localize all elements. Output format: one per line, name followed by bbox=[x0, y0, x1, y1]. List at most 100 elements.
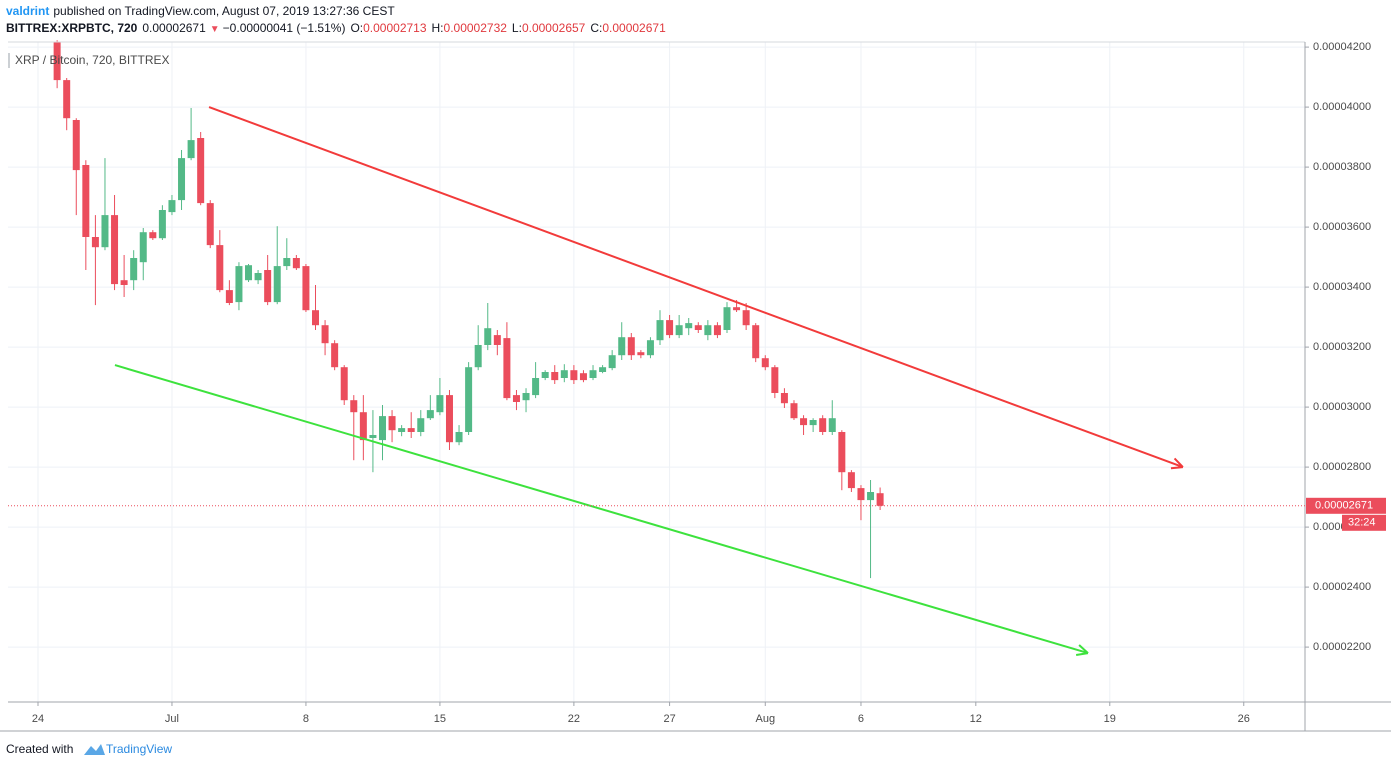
x-tick-label: 22 bbox=[568, 713, 580, 725]
candle-body bbox=[838, 432, 846, 473]
candle-body bbox=[733, 307, 741, 311]
change: −0.00000041 (−1.51%) bbox=[223, 21, 346, 35]
published-line: valdrint published on TradingView.com, Au… bbox=[6, 4, 395, 18]
candle-body bbox=[704, 325, 712, 336]
x-tick-label: 24 bbox=[32, 713, 44, 725]
candle-body bbox=[369, 435, 377, 438]
candle-body bbox=[666, 320, 674, 336]
x-tick-label: 8 bbox=[303, 713, 309, 725]
h-label: H: bbox=[432, 21, 444, 35]
candle-body bbox=[407, 428, 415, 432]
o-label: O: bbox=[350, 21, 363, 35]
x-tick-label: 12 bbox=[970, 713, 982, 725]
candle-body bbox=[723, 307, 731, 330]
candle-body bbox=[350, 400, 358, 413]
candle-body bbox=[417, 418, 425, 432]
candle-body bbox=[225, 290, 233, 303]
candle-body bbox=[867, 492, 875, 501]
candle-body bbox=[570, 370, 578, 381]
candle-body bbox=[474, 345, 482, 368]
x-tick-label: 26 bbox=[1238, 713, 1250, 725]
candle-body bbox=[685, 323, 693, 329]
candle-body bbox=[627, 337, 635, 356]
y-tick-label: 0.00002800 bbox=[1313, 461, 1371, 473]
author[interactable]: valdrint bbox=[6, 4, 49, 18]
candle-body bbox=[302, 266, 310, 311]
candle-body bbox=[742, 310, 750, 326]
candle-body bbox=[312, 310, 320, 326]
candle-body bbox=[445, 395, 453, 443]
footer-brand[interactable]: TradingView bbox=[106, 742, 172, 756]
x-tick-label: 6 bbox=[858, 713, 864, 725]
candle-body bbox=[321, 325, 329, 344]
candle-body bbox=[551, 372, 559, 381]
candle-body bbox=[790, 403, 798, 419]
countdown-tag bbox=[1342, 514, 1386, 531]
candle-body bbox=[847, 472, 855, 489]
h-value: 0.00002732 bbox=[444, 21, 508, 35]
candle-body bbox=[331, 343, 339, 368]
candle-body bbox=[283, 258, 291, 267]
candle-body bbox=[426, 410, 434, 419]
candle-body bbox=[378, 416, 386, 441]
candle-body bbox=[819, 418, 827, 432]
candle-body bbox=[541, 372, 549, 378]
arrow-head bbox=[1075, 652, 1089, 657]
y-tick-label: 0.00003800 bbox=[1313, 161, 1371, 173]
candle-body bbox=[713, 325, 721, 336]
candle-body bbox=[503, 338, 511, 399]
tradingview-logo bbox=[84, 744, 105, 755]
candle-body bbox=[675, 325, 683, 336]
y-tick-label: 0.00002400 bbox=[1313, 581, 1371, 593]
candle-body bbox=[53, 42, 61, 81]
l-value: 0.00002657 bbox=[522, 21, 586, 35]
candle-body bbox=[532, 378, 540, 396]
arrow-head bbox=[1170, 466, 1183, 470]
candle-body bbox=[178, 158, 186, 201]
countdown-label: 32:24 bbox=[1348, 517, 1376, 529]
candle-body bbox=[187, 140, 195, 159]
candle-body bbox=[579, 373, 587, 381]
candle-body bbox=[761, 358, 769, 368]
candle-body bbox=[340, 367, 348, 401]
candle-body bbox=[857, 488, 865, 501]
candle-body bbox=[235, 266, 243, 303]
candle-body bbox=[359, 412, 367, 441]
candle-body bbox=[560, 370, 568, 378]
candle-body bbox=[216, 245, 224, 291]
candle-body bbox=[130, 258, 138, 281]
y-tick-label: 0.00004200 bbox=[1313, 41, 1371, 53]
candle-body bbox=[484, 328, 492, 345]
candle-body bbox=[752, 325, 760, 359]
y-tick-label: 0.00003600 bbox=[1313, 221, 1371, 233]
y-tick-label: 0.00004000 bbox=[1313, 101, 1371, 113]
legend: XRP / Bitcoin, 720, BITTREX bbox=[15, 53, 170, 67]
plot-area bbox=[8, 40, 1305, 702]
candle-body bbox=[455, 432, 463, 443]
price: 0.00002671 bbox=[142, 21, 206, 35]
symbol-info: BITTREX:XRPBTC, 720 0.00002671 ▼ −0.0000004… bbox=[6, 21, 666, 35]
candle-body bbox=[264, 270, 272, 303]
candle-body bbox=[245, 265, 253, 281]
c-value: 0.00002671 bbox=[602, 21, 666, 35]
candle-body bbox=[608, 355, 616, 369]
candle-body bbox=[398, 428, 406, 432]
arrow-head bbox=[1078, 644, 1089, 654]
trend-line bbox=[208, 106, 1184, 469]
candle-body bbox=[197, 138, 205, 204]
o-value: 0.00002713 bbox=[363, 21, 427, 35]
candle-body bbox=[82, 165, 90, 237]
l-label: L: bbox=[512, 21, 522, 35]
candle-body bbox=[149, 232, 157, 239]
x-tick-label: 15 bbox=[434, 713, 446, 725]
last-price-label: 0.00002671 bbox=[1315, 500, 1373, 512]
candle-body bbox=[656, 320, 664, 341]
candle-body bbox=[273, 266, 281, 303]
candle-body bbox=[828, 418, 836, 432]
y-tick-label: 0.00003400 bbox=[1313, 281, 1371, 293]
x-tick-label: 19 bbox=[1104, 713, 1116, 725]
candle-body bbox=[618, 337, 626, 356]
candle-body bbox=[101, 215, 109, 248]
footer-text: Created with bbox=[6, 742, 73, 756]
candle-body bbox=[465, 367, 473, 432]
